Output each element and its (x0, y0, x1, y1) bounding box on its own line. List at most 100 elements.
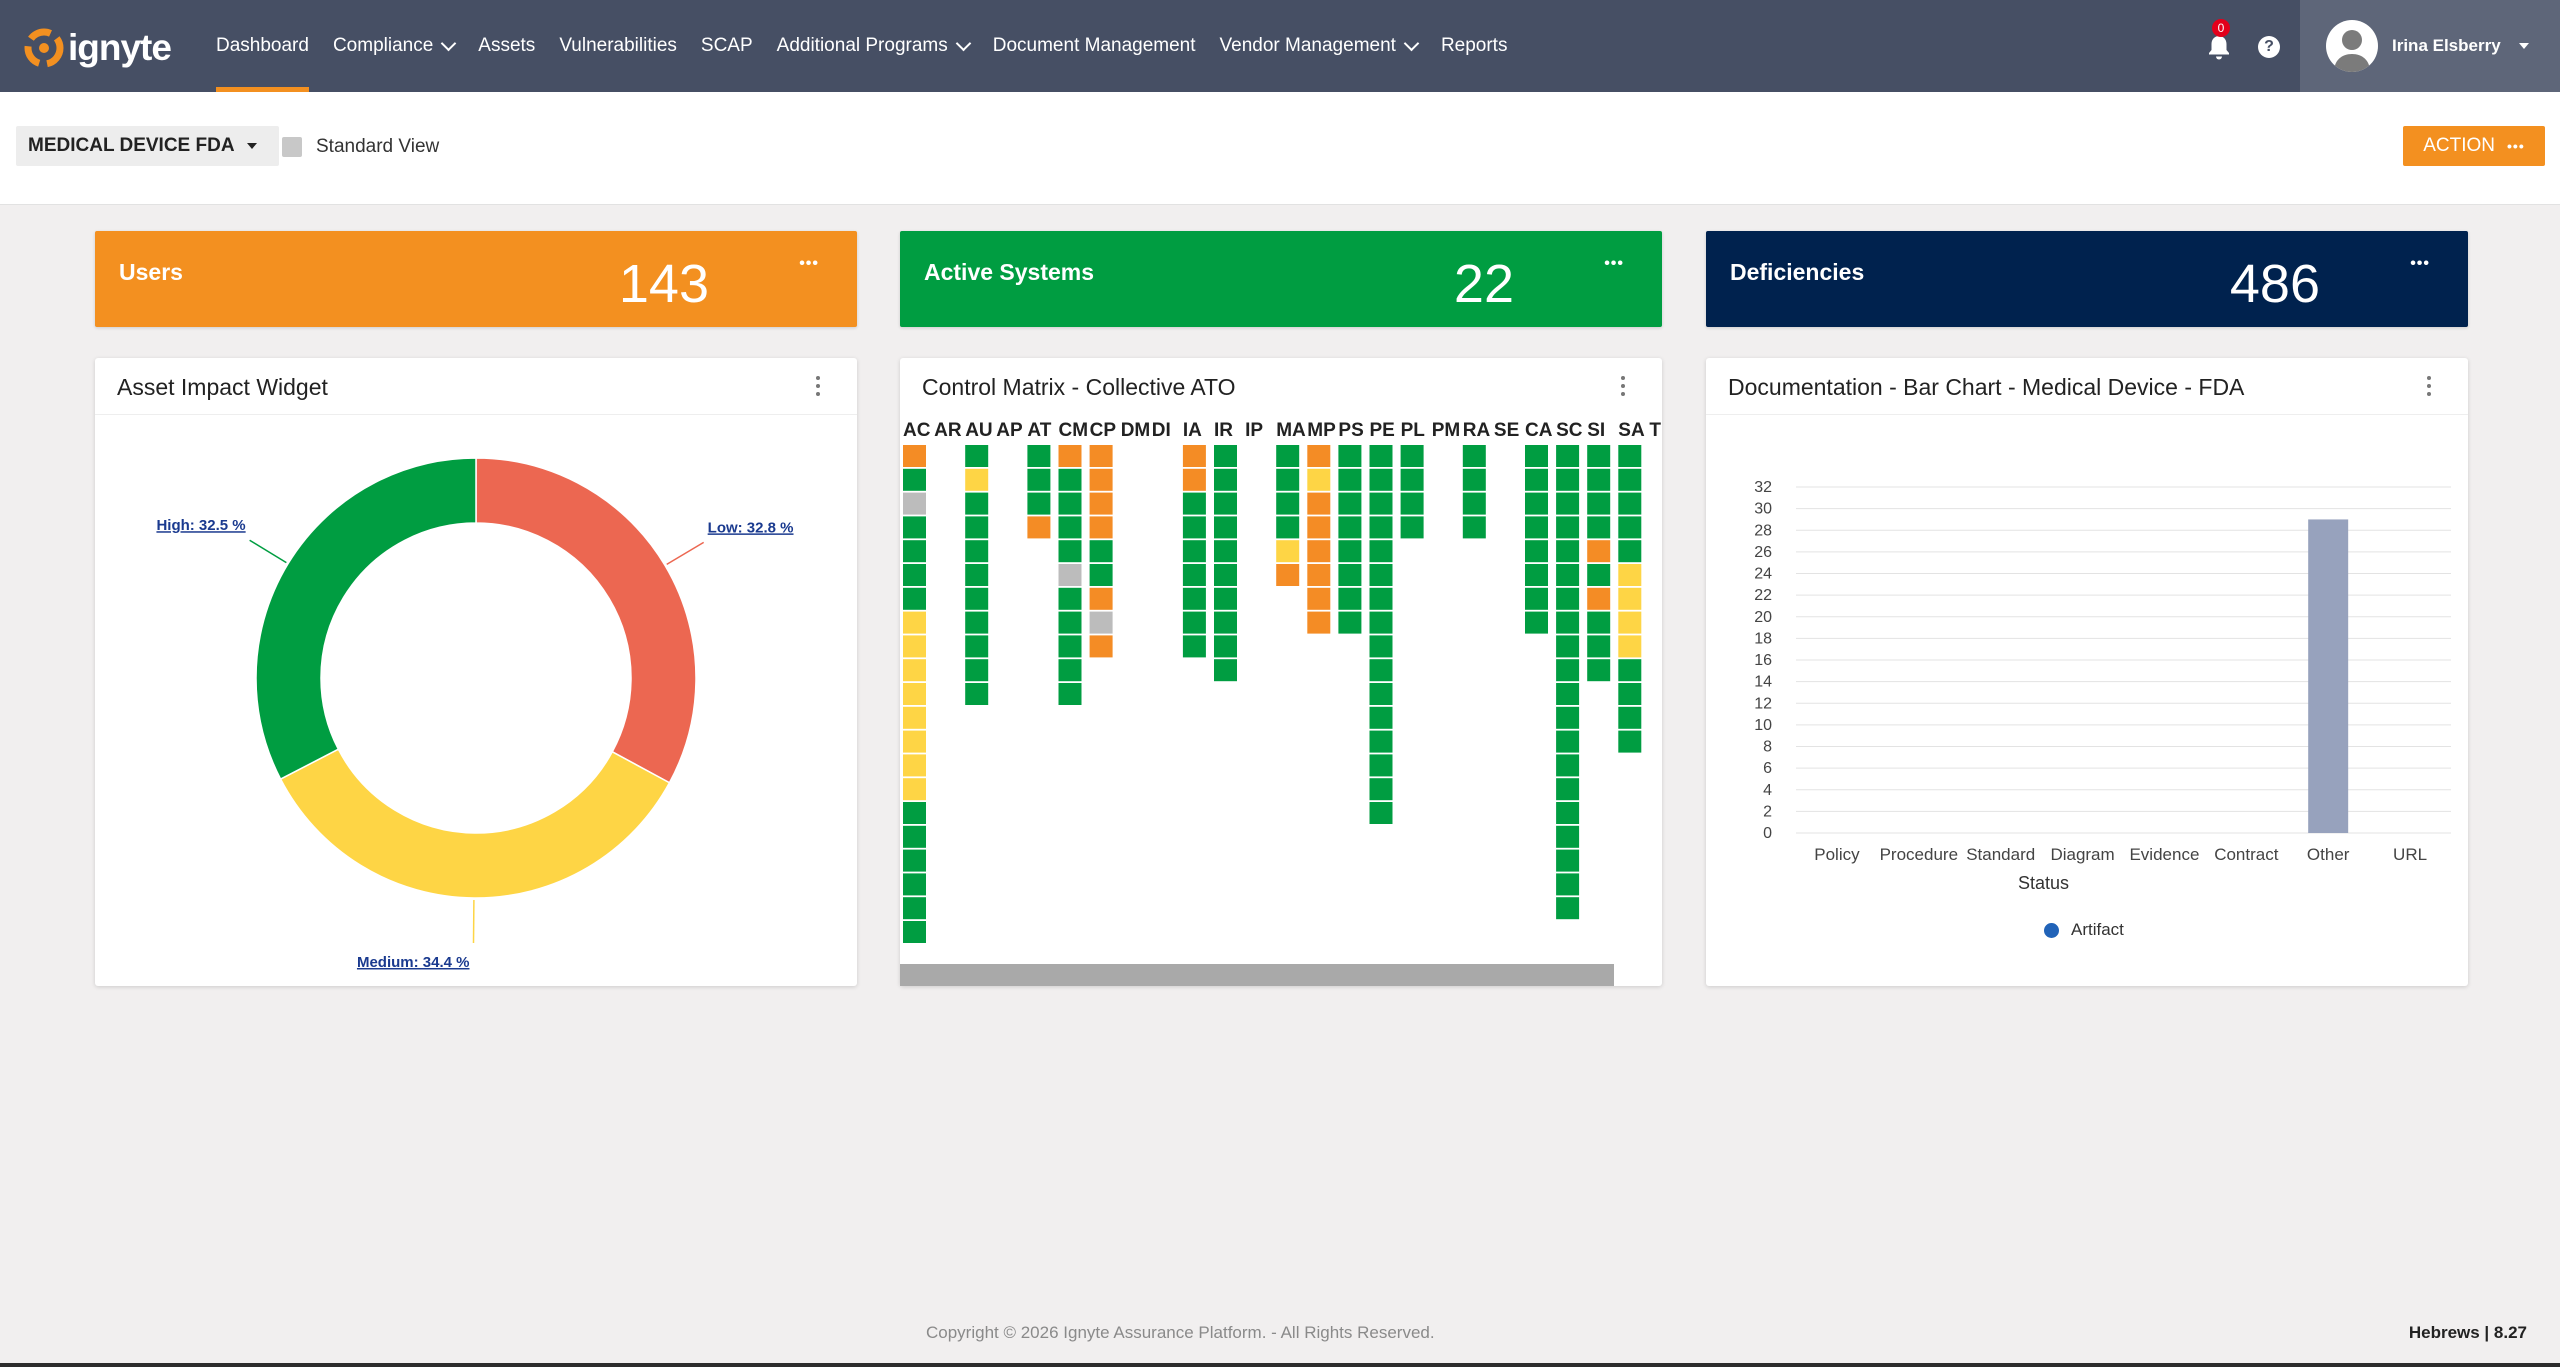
matrix-cell[interactable] (1369, 754, 1393, 777)
matrix-cell[interactable] (903, 516, 926, 539)
matrix-cell[interactable] (1182, 492, 1206, 515)
matrix-cell[interactable] (1058, 492, 1082, 515)
nav-item-assets[interactable]: Assets (466, 0, 547, 92)
matrix-cell[interactable] (903, 921, 926, 943)
matrix-cell[interactable] (1525, 564, 1548, 586)
family-label-se[interactable]: SE (1494, 420, 1519, 441)
matrix-cell[interactable] (1556, 778, 1580, 801)
nav-item-compliance[interactable]: Compliance (321, 0, 466, 92)
matrix-cell[interactable] (1556, 825, 1580, 848)
family-label-dm[interactable]: DM (1121, 420, 1151, 441)
matrix-cell[interactable] (1369, 611, 1393, 634)
matrix-cell[interactable] (1556, 754, 1580, 777)
matrix-cell[interactable] (1556, 897, 1580, 920)
matrix-cell[interactable] (903, 468, 926, 491)
matrix-cell[interactable] (1556, 635, 1580, 658)
matrix-cell[interactable] (1307, 564, 1331, 586)
matrix-cell[interactable] (1307, 587, 1331, 610)
matrix-cell[interactable] (1182, 635, 1206, 658)
nav-item-document-management[interactable]: Document Management (981, 0, 1208, 92)
matrix-cell[interactable] (1556, 540, 1580, 563)
matrix-cell[interactable] (965, 492, 989, 515)
matrix-cell[interactable] (965, 683, 989, 705)
family-label-cp[interactable]: CP (1090, 420, 1117, 441)
matrix-cell[interactable] (1587, 564, 1611, 586)
matrix-cell[interactable] (1525, 468, 1548, 491)
matrix-cell[interactable] (1276, 540, 1300, 563)
matrix-cell[interactable] (1338, 587, 1362, 610)
matrix-cell[interactable] (1214, 611, 1237, 634)
matrix-cell[interactable] (1556, 873, 1580, 896)
matrix-cell[interactable] (1182, 468, 1206, 491)
matrix-cell[interactable] (1338, 492, 1362, 515)
matrix-cell[interactable] (1089, 564, 1113, 586)
matrix-cell[interactable] (1587, 445, 1611, 467)
matrix-cell[interactable] (1058, 611, 1082, 634)
matrix-cell[interactable] (1618, 587, 1642, 610)
matrix-cell[interactable] (1618, 730, 1642, 753)
matrix-cell[interactable] (1369, 516, 1393, 539)
family-label-mp[interactable]: MP (1307, 420, 1336, 441)
matrix-cell[interactable] (1369, 730, 1393, 753)
matrix-cell[interactable] (1400, 492, 1424, 515)
matrix-cell[interactable] (1214, 492, 1237, 515)
matrix-cell[interactable] (1058, 564, 1082, 586)
more-options-icon[interactable]: ••• (1604, 255, 1624, 272)
matrix-cell[interactable] (1058, 587, 1082, 610)
matrix-cell[interactable] (1307, 611, 1331, 634)
matrix-cell[interactable] (1338, 540, 1362, 563)
matrix-cell[interactable] (1400, 468, 1424, 491)
matrix-cell[interactable] (903, 873, 926, 896)
matrix-cell[interactable] (1369, 635, 1393, 658)
matrix-cell[interactable] (1587, 611, 1611, 634)
matrix-cell[interactable] (1618, 468, 1642, 491)
more-options-icon[interactable]: ••• (2410, 255, 2430, 272)
family-label-at[interactable]: AT (1027, 420, 1051, 441)
matrix-cell[interactable] (1525, 445, 1548, 467)
matrix-cell[interactable] (1089, 516, 1113, 539)
donut-slice-high[interactable] (255, 457, 477, 781)
donut-slice-medium[interactable] (279, 748, 671, 899)
more-options-icon[interactable]: ••• (799, 255, 819, 272)
matrix-cell[interactable] (1618, 611, 1642, 634)
matrix-cell[interactable] (1276, 468, 1300, 491)
matrix-cell[interactable] (1369, 659, 1393, 682)
matrix-cell[interactable] (1058, 468, 1082, 491)
matrix-cell[interactable] (1556, 659, 1580, 682)
matrix-cell[interactable] (1307, 492, 1331, 515)
matrix-cell[interactable] (1058, 445, 1082, 467)
active-systems-stat-card[interactable]: Active Systems 22 ••• (900, 231, 1662, 327)
matrix-cell[interactable] (1089, 540, 1113, 563)
matrix-cell[interactable] (1214, 468, 1237, 491)
matrix-cell[interactable] (1276, 564, 1300, 586)
matrix-cell[interactable] (1307, 468, 1331, 491)
family-label-sa[interactable]: SA (1618, 420, 1645, 441)
matrix-cell[interactable] (1618, 706, 1642, 729)
matrix-cell[interactable] (903, 778, 926, 801)
nav-item-additional-programs[interactable]: Additional Programs (765, 0, 981, 92)
matrix-cell[interactable] (903, 445, 926, 467)
matrix-cell[interactable] (1058, 683, 1082, 705)
matrix-cell[interactable] (1556, 445, 1580, 467)
matrix-cell[interactable] (1089, 611, 1113, 634)
matrix-cell[interactable] (1214, 540, 1237, 563)
standard-view-checkbox[interactable] (282, 137, 302, 157)
family-label-sc[interactable]: SC (1556, 420, 1583, 441)
matrix-cell[interactable] (1182, 587, 1206, 610)
matrix-cell[interactable] (1369, 468, 1393, 491)
matrix-cell[interactable] (1182, 445, 1206, 467)
donut-label-high[interactable]: High: 32.5 % (156, 517, 245, 534)
matrix-cell[interactable] (903, 659, 926, 682)
matrix-cell[interactable] (1556, 683, 1580, 705)
matrix-cell[interactable] (903, 754, 926, 777)
matrix-cell[interactable] (1369, 683, 1393, 705)
matrix-cell[interactable] (1556, 611, 1580, 634)
matrix-cell[interactable] (965, 659, 989, 682)
standard-view-toggle[interactable]: Standard View (282, 136, 439, 158)
matrix-cell[interactable] (1338, 564, 1362, 586)
matrix-cell[interactable] (1618, 683, 1642, 705)
matrix-cell[interactable] (1556, 468, 1580, 491)
family-label-di[interactable]: DI (1152, 420, 1171, 441)
matrix-cell[interactable] (903, 802, 926, 824)
matrix-cell[interactable] (1587, 659, 1611, 682)
